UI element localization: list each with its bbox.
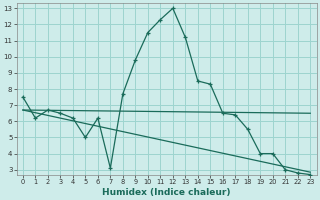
- X-axis label: Humidex (Indice chaleur): Humidex (Indice chaleur): [102, 188, 231, 197]
